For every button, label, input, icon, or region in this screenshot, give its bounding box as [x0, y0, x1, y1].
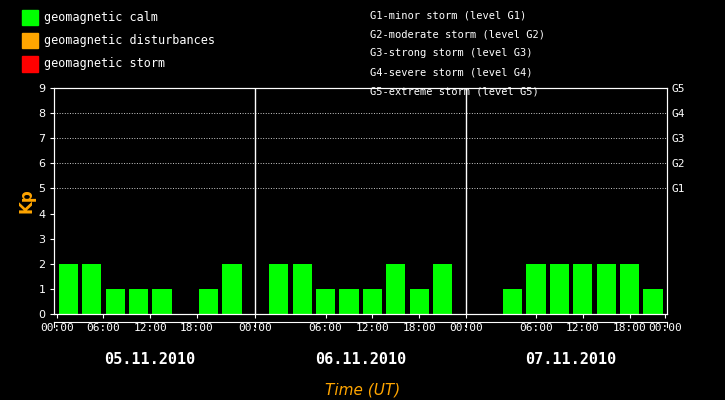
- Y-axis label: Kp: Kp: [17, 189, 36, 213]
- Text: G2-moderate storm (level G2): G2-moderate storm (level G2): [370, 29, 544, 39]
- Bar: [152, 289, 172, 314]
- Text: geomagnetic calm: geomagnetic calm: [44, 11, 157, 24]
- Bar: [362, 289, 382, 314]
- Bar: [316, 289, 335, 314]
- Bar: [550, 264, 569, 314]
- Bar: [526, 264, 546, 314]
- Text: G4-severe storm (level G4): G4-severe storm (level G4): [370, 68, 532, 78]
- Text: G5-extreme storm (level G5): G5-extreme storm (level G5): [370, 87, 539, 97]
- Bar: [503, 289, 522, 314]
- Text: G3-strong storm (level G3): G3-strong storm (level G3): [370, 48, 532, 58]
- Text: 06.11.2010: 06.11.2010: [315, 352, 406, 368]
- Text: geomagnetic storm: geomagnetic storm: [44, 58, 165, 70]
- Bar: [620, 264, 639, 314]
- Bar: [410, 289, 428, 314]
- Text: G1-minor storm (level G1): G1-minor storm (level G1): [370, 10, 526, 20]
- Bar: [59, 264, 78, 314]
- Text: Time (UT): Time (UT): [325, 382, 400, 398]
- Bar: [597, 264, 616, 314]
- Bar: [386, 264, 405, 314]
- Bar: [433, 264, 452, 314]
- Text: 05.11.2010: 05.11.2010: [104, 352, 196, 368]
- Bar: [199, 289, 218, 314]
- Bar: [573, 264, 592, 314]
- Text: 07.11.2010: 07.11.2010: [526, 352, 617, 368]
- Bar: [223, 264, 241, 314]
- Bar: [106, 289, 125, 314]
- Bar: [129, 289, 148, 314]
- Bar: [643, 289, 663, 314]
- Text: geomagnetic disturbances: geomagnetic disturbances: [44, 34, 215, 47]
- Bar: [82, 264, 102, 314]
- Bar: [339, 289, 359, 314]
- Bar: [269, 264, 289, 314]
- Bar: [293, 264, 312, 314]
